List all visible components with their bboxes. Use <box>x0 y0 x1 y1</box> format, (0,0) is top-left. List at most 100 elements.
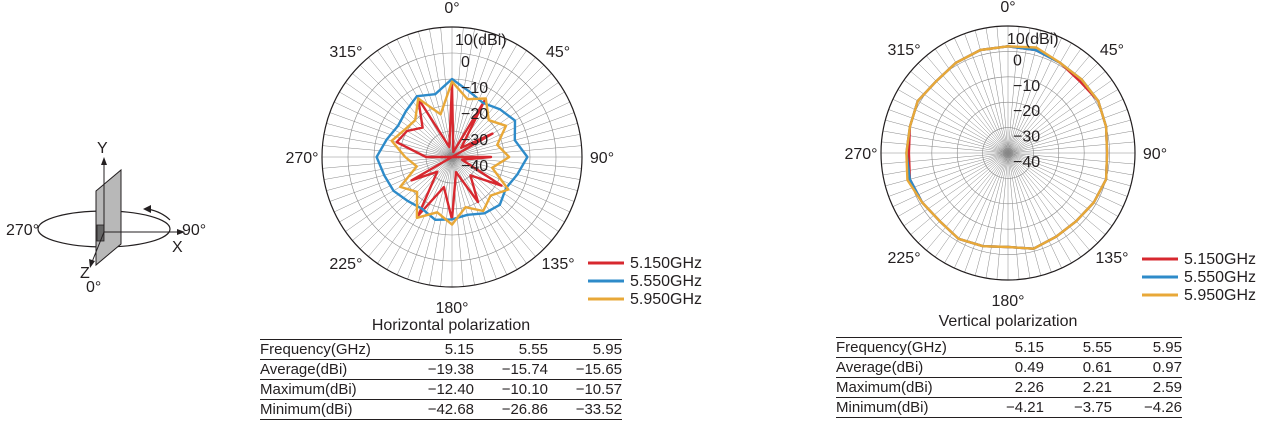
series-line-2 <box>905 45 1109 250</box>
table-header-cell: 5.55 <box>518 341 548 358</box>
table-cell: 0.61 <box>1082 359 1112 376</box>
table-cell: −10.57 <box>575 381 622 398</box>
grid-spoke <box>322 145 453 158</box>
grid-spoke <box>1007 152 1131 187</box>
angle-270-label: 270° <box>6 222 39 239</box>
angle-label: 315° <box>888 42 921 59</box>
antenna-plane <box>95 168 122 267</box>
legend-label: 5.950GHz <box>630 291 702 308</box>
angle-label: 270° <box>844 146 877 163</box>
angle-label: 270° <box>285 150 318 167</box>
grid-spoke <box>1007 152 1124 207</box>
radial-tick-label: −40 <box>1013 154 1040 171</box>
grid-spoke <box>407 156 453 280</box>
grid-spoke <box>934 48 1009 154</box>
angle-label: 225° <box>329 256 362 273</box>
table-cell: Minimum(dBi) <box>260 401 353 418</box>
table-header-cell: 5.95 <box>592 341 622 358</box>
table-cell: Maximum(dBi) <box>836 379 933 396</box>
y-axis-label: Y <box>97 140 108 157</box>
grid-spoke <box>1007 79 1113 154</box>
legend-label: 5.550GHz <box>630 273 702 290</box>
grid-spoke <box>368 156 453 257</box>
grid-spoke <box>985 152 1009 279</box>
table-cell: −15.65 <box>575 361 622 378</box>
grid-spoke <box>1007 141 1135 154</box>
angle-label: 225° <box>888 250 921 267</box>
table-cell: −10.10 <box>501 381 548 398</box>
grid-spoke <box>934 152 1009 258</box>
table-cell: Maximum(dBi) <box>260 381 357 398</box>
angle-90-label: 90° <box>182 222 206 239</box>
table-cell: Average(dBi) <box>836 359 924 376</box>
grid-spoke <box>440 156 453 287</box>
legend-label: 5.550GHz <box>1184 269 1256 286</box>
radial-tick-label: −10 <box>461 80 488 97</box>
table-cell: 2.26 <box>1014 379 1044 396</box>
grid-ring <box>931 76 1085 230</box>
grid-spoke <box>352 156 453 241</box>
table-cell: −19.38 <box>427 361 474 378</box>
radial-tick-label: −40 <box>461 158 488 175</box>
grid-spoke <box>1007 152 1119 217</box>
grid-spoke <box>1007 48 1082 154</box>
vertical-polar-chart: 0 −10 −20 −30 −40 10(dBi) 0° 45° 90° 135° 180° 225°… <box>844 0 1256 330</box>
rotation-arrowhead <box>143 205 151 213</box>
angle-label: 90° <box>1143 146 1167 163</box>
grid-spoke <box>322 156 453 169</box>
grid-spoke <box>323 156 453 180</box>
table-cell: −3.75 <box>1074 399 1112 416</box>
grid-spoke <box>326 123 453 158</box>
table-header-row: Frequency(GHz) 5.15 5.55 5.95 <box>836 337 1182 358</box>
grid-spoke <box>339 91 453 158</box>
horizontal-polar-chart: 0 −10 −20 −30 −40 10(dBi) 0° 45° 90° 135° 180° 225°… <box>285 0 702 334</box>
grid-spoke <box>1007 42 1072 154</box>
grid-spoke <box>334 156 453 213</box>
grid-spoke <box>885 119 1009 154</box>
grid-spoke <box>918 63 1009 154</box>
grid-spoke <box>1007 55 1090 154</box>
table-cell: −26.86 <box>501 401 548 418</box>
radial-tick-label: −30 <box>1013 129 1040 146</box>
radial-tick-label: −20 <box>1013 103 1040 120</box>
table-header-cell: Frequency(GHz) <box>260 341 371 358</box>
table-header-cell: 5.15 <box>444 341 474 358</box>
grid-spoke <box>892 152 1009 207</box>
unit-label: 10(dBi) <box>1007 31 1059 48</box>
grid-spoke <box>429 28 453 158</box>
table-cell: Average(dBi) <box>260 361 348 378</box>
grid-spoke <box>1007 152 1134 176</box>
table-row: Minimum(dBi) −42.68 −26.86 −33.52 <box>260 400 622 420</box>
series-line-1 <box>375 77 529 221</box>
angle-label: 315° <box>329 44 362 61</box>
grid-spoke <box>1007 71 1106 154</box>
legend-label: 5.150GHz <box>1184 251 1256 268</box>
table-header-cell: 5.55 <box>1082 339 1112 356</box>
grid-spoke <box>1007 152 1135 165</box>
grid-spoke <box>451 134 581 158</box>
grid-spoke <box>1007 152 1031 279</box>
grid-spoke <box>323 134 453 158</box>
grid-spoke <box>451 156 545 250</box>
table-header-cell: Frequency(GHz) <box>836 339 947 356</box>
table-cell: −12.40 <box>427 381 474 398</box>
table-header-row: Frequency(GHz) 5.15 5.55 5.95 <box>260 339 622 360</box>
table-cell: −4.21 <box>1006 399 1044 416</box>
grid-spoke <box>451 156 581 180</box>
grid-spoke <box>926 55 1009 154</box>
axis-diagram: Y X Z 270° 90° 0° <box>6 140 206 296</box>
grid-spoke <box>903 79 1009 154</box>
grid-spoke <box>451 64 545 158</box>
angle-label: 135° <box>1095 250 1128 267</box>
grid-spoke <box>954 152 1009 269</box>
grid-spoke <box>897 152 1009 217</box>
table-header-cell: 5.15 <box>1014 339 1044 356</box>
grid-spoke <box>944 42 1009 154</box>
legend-label: 5.950GHz <box>1184 287 1256 304</box>
grid-spoke <box>892 99 1009 154</box>
grid-spoke <box>1007 152 1062 269</box>
grid-spoke <box>451 156 578 191</box>
grid-spoke <box>377 156 453 264</box>
